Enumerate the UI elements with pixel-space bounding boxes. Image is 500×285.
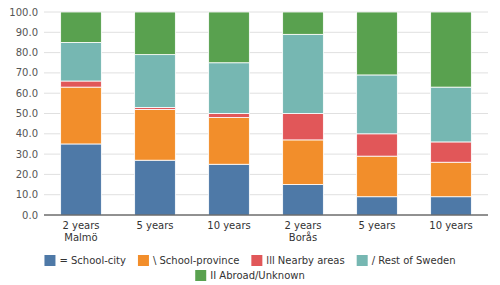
x-tick-line: 5 years xyxy=(136,220,173,231)
x-axis: 2 yearsMalmö5 years10 years2 yearsBorås5… xyxy=(44,215,488,243)
grid-line xyxy=(44,93,488,94)
bar-segment xyxy=(431,87,472,142)
bar-segment xyxy=(209,118,250,165)
grid-line xyxy=(44,32,488,33)
bars xyxy=(61,12,472,215)
x-tick-line: 10 years xyxy=(207,220,250,231)
y-tick-label: 0.0 xyxy=(22,210,38,221)
bar-segment xyxy=(431,197,472,215)
bar-segment xyxy=(357,197,398,215)
y-tick-label: 100.0 xyxy=(9,7,38,18)
legend-swatch xyxy=(357,255,368,266)
grid-line xyxy=(44,154,488,155)
bar-segment xyxy=(283,140,324,185)
bar-segment xyxy=(61,42,102,81)
y-tick-label: 10.0 xyxy=(16,189,38,200)
bar-segment xyxy=(61,144,102,215)
bar-segment xyxy=(209,63,250,114)
bar-segment xyxy=(61,87,102,144)
x-tick-label: 10 years xyxy=(429,220,472,231)
x-tick-line: 2 years xyxy=(284,220,321,231)
bar-segment xyxy=(135,55,176,108)
grid-line xyxy=(44,215,488,216)
x-tick-label: 10 years xyxy=(207,220,250,231)
x-tick-line: 2 years xyxy=(62,220,99,231)
grid-line xyxy=(44,194,488,195)
bar-segment xyxy=(135,109,176,160)
bar-segment xyxy=(283,12,324,34)
y-tick-label: 20.0 xyxy=(16,169,38,180)
bar-segment xyxy=(61,12,102,42)
x-tick-line: Borås xyxy=(289,231,317,243)
legend-swatch xyxy=(251,255,262,266)
bar-segment xyxy=(209,164,250,215)
grid-line xyxy=(44,174,488,175)
x-tick-label: 2 yearsBorås xyxy=(284,220,321,243)
grid-line xyxy=(44,133,488,134)
bar-segment xyxy=(209,12,250,63)
x-tick-label: 5 years xyxy=(358,220,395,231)
x-tick-label: 5 years xyxy=(136,220,173,231)
legend: = School-city \ School-province lll Nearby… xyxy=(44,255,455,281)
legend-swatch xyxy=(195,270,206,281)
x-tick-line: 10 years xyxy=(429,220,472,231)
bar-segment xyxy=(431,142,472,162)
bar-segment xyxy=(135,160,176,215)
y-axis: 0.0 10.0 20.0 30.0 40.0 50.0 60.0 70.0 80.0 90.0 1… xyxy=(9,7,488,221)
x-tick-label: 2 yearsMalmö xyxy=(62,220,99,243)
legend-swatch xyxy=(44,255,55,266)
legend-label: \ School-province xyxy=(153,255,239,266)
bar-segment xyxy=(431,12,472,87)
y-tick-label: 30.0 xyxy=(16,149,38,160)
legend-item: lll Nearby areas xyxy=(251,255,344,266)
bar-segment xyxy=(135,12,176,55)
bar-segment xyxy=(283,114,324,140)
x-tick-line: Malmö xyxy=(64,232,97,243)
bar-segment xyxy=(357,12,398,75)
x-axis-line xyxy=(44,215,488,216)
legend-item: = School-city xyxy=(44,255,126,266)
grid-line xyxy=(44,52,488,53)
y-tick-label: 60.0 xyxy=(16,88,38,99)
grid-line xyxy=(44,113,488,114)
legend-label: / Rest of Sweden xyxy=(372,255,456,266)
y-tick-label: 40.0 xyxy=(16,128,38,139)
x-tick-line: 5 years xyxy=(358,220,395,231)
bar-segment xyxy=(209,114,250,118)
y-tick-label: 80.0 xyxy=(16,47,38,58)
legend-item: II Abroad/Unknown xyxy=(195,270,305,281)
grid-line xyxy=(44,72,488,73)
bar-segment xyxy=(431,162,472,197)
bar-segment xyxy=(283,185,324,215)
legend-item: / Rest of Sweden xyxy=(357,255,456,266)
bar-segment xyxy=(283,34,324,113)
legend-label: lll Nearby areas xyxy=(266,255,344,266)
y-tick-label: 90.0 xyxy=(16,27,38,38)
bar-segment xyxy=(61,81,102,87)
chart: = School-city \ School-province lll Nearby… xyxy=(0,0,500,285)
bar-segment xyxy=(357,156,398,197)
y-tick-label: 70.0 xyxy=(16,67,38,78)
grid-line xyxy=(44,12,488,13)
legend-item: \ School-province xyxy=(138,255,239,266)
legend-swatch xyxy=(138,255,149,266)
bar-segment xyxy=(357,134,398,156)
legend-label: II Abroad/Unknown xyxy=(210,270,305,281)
legend-label: = School-city xyxy=(59,255,126,266)
y-tick-label: 50.0 xyxy=(16,108,38,119)
bar-segment xyxy=(357,75,398,134)
